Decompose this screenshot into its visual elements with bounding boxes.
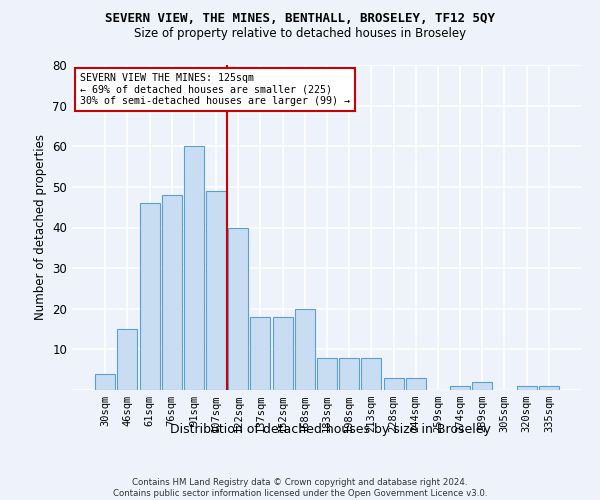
Bar: [295, 308, 315, 390]
Bar: [228, 228, 248, 390]
Text: Contains HM Land Registry data © Crown copyright and database right 2024.
Contai: Contains HM Land Registry data © Crown c…: [113, 478, 487, 498]
Bar: [184, 146, 204, 390]
Text: SEVERN VIEW, THE MINES, BENTHALL, BROSELEY, TF12 5QY: SEVERN VIEW, THE MINES, BENTHALL, BROSEL…: [105, 12, 495, 26]
Bar: [539, 386, 559, 390]
Bar: [206, 191, 226, 390]
Bar: [406, 378, 426, 390]
Bar: [250, 317, 271, 390]
Bar: [140, 203, 160, 390]
Bar: [272, 317, 293, 390]
Text: Size of property relative to detached houses in Broseley: Size of property relative to detached ho…: [134, 28, 466, 40]
Bar: [517, 386, 536, 390]
Text: SEVERN VIEW THE MINES: 125sqm
← 69% of detached houses are smaller (225)
30% of : SEVERN VIEW THE MINES: 125sqm ← 69% of d…: [80, 73, 350, 106]
Y-axis label: Number of detached properties: Number of detached properties: [34, 134, 47, 320]
Bar: [95, 374, 115, 390]
Bar: [361, 358, 382, 390]
Bar: [118, 329, 137, 390]
Text: Distribution of detached houses by size in Broseley: Distribution of detached houses by size …: [170, 422, 490, 436]
Bar: [162, 195, 182, 390]
Bar: [383, 378, 404, 390]
Bar: [317, 358, 337, 390]
Bar: [339, 358, 359, 390]
Bar: [450, 386, 470, 390]
Bar: [472, 382, 492, 390]
